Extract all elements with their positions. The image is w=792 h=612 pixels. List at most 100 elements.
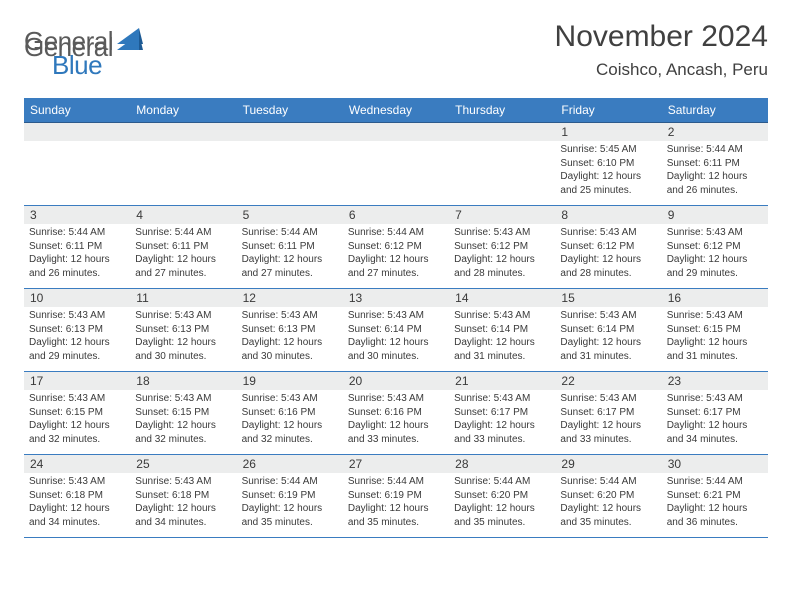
date-number: 29	[555, 455, 661, 473]
day-cell: Sunrise: 5:44 AMSunset: 6:11 PMDaylight:…	[130, 224, 236, 288]
day-cell: Sunrise: 5:44 AMSunset: 6:21 PMDaylight:…	[662, 473, 768, 537]
day-cell	[449, 141, 555, 205]
sunrise-text: Sunrise: 5:44 AM	[667, 143, 763, 157]
day-header-mon: Monday	[130, 98, 236, 122]
date-number: 9	[662, 206, 768, 224]
day-cell: Sunrise: 5:45 AMSunset: 6:10 PMDaylight:…	[555, 141, 661, 205]
logo-triangle-icon	[117, 32, 143, 57]
daylight-text: Daylight: 12 hours and 30 minutes.	[348, 336, 444, 363]
date-number: 13	[343, 289, 449, 307]
day-cell: Sunrise: 5:43 AMSunset: 6:12 PMDaylight:…	[662, 224, 768, 288]
date-number: 12	[237, 289, 343, 307]
sunset-text: Sunset: 6:17 PM	[560, 406, 656, 420]
sunrise-text: Sunrise: 5:43 AM	[454, 226, 550, 240]
sunset-text: Sunset: 6:15 PM	[667, 323, 763, 337]
sunset-text: Sunset: 6:11 PM	[29, 240, 125, 254]
daylight-text: Daylight: 12 hours and 32 minutes.	[29, 419, 125, 446]
date-number: 15	[555, 289, 661, 307]
sunrise-text: Sunrise: 5:43 AM	[135, 475, 231, 489]
sunset-text: Sunset: 6:17 PM	[667, 406, 763, 420]
date-number: 5	[237, 206, 343, 224]
day-header-row: Sunday Monday Tuesday Wednesday Thursday…	[24, 98, 768, 123]
daylight-text: Daylight: 12 hours and 31 minutes.	[667, 336, 763, 363]
sunrise-text: Sunrise: 5:45 AM	[560, 143, 656, 157]
daylight-text: Daylight: 12 hours and 35 minutes.	[242, 502, 338, 529]
day-cell: Sunrise: 5:43 AMSunset: 6:13 PMDaylight:…	[24, 307, 130, 371]
date-number: 30	[662, 455, 768, 473]
location-text: Coishco, Ancash, Peru	[555, 60, 768, 80]
day-cell	[343, 141, 449, 205]
date-number	[343, 123, 449, 141]
daylight-text: Daylight: 12 hours and 31 minutes.	[560, 336, 656, 363]
day-header-fri: Friday	[555, 98, 661, 122]
date-number: 10	[24, 289, 130, 307]
sunrise-text: Sunrise: 5:43 AM	[242, 392, 338, 406]
sunset-text: Sunset: 6:20 PM	[454, 489, 550, 503]
daylight-text: Daylight: 12 hours and 32 minutes.	[135, 419, 231, 446]
day-cell: Sunrise: 5:43 AMSunset: 6:13 PMDaylight:…	[130, 307, 236, 371]
date-number: 14	[449, 289, 555, 307]
date-strip: 3456789	[24, 206, 768, 224]
date-number: 21	[449, 372, 555, 390]
date-number: 19	[237, 372, 343, 390]
calendar-grid: Sunday Monday Tuesday Wednesday Thursday…	[24, 98, 768, 538]
date-number: 16	[662, 289, 768, 307]
sunset-text: Sunset: 6:17 PM	[454, 406, 550, 420]
sunrise-text: Sunrise: 5:43 AM	[348, 392, 444, 406]
day-cell: Sunrise: 5:43 AMSunset: 6:16 PMDaylight:…	[237, 390, 343, 454]
daylight-text: Daylight: 12 hours and 30 minutes.	[135, 336, 231, 363]
sunset-text: Sunset: 6:11 PM	[242, 240, 338, 254]
day-header-thu: Thursday	[449, 98, 555, 122]
sunset-text: Sunset: 6:18 PM	[29, 489, 125, 503]
sunset-text: Sunset: 6:18 PM	[135, 489, 231, 503]
day-cell: Sunrise: 5:43 AMSunset: 6:15 PMDaylight:…	[662, 307, 768, 371]
sunrise-text: Sunrise: 5:43 AM	[560, 226, 656, 240]
date-number: 7	[449, 206, 555, 224]
day-cell: Sunrise: 5:43 AMSunset: 6:17 PMDaylight:…	[555, 390, 661, 454]
daylight-text: Daylight: 12 hours and 27 minutes.	[242, 253, 338, 280]
daylight-text: Daylight: 12 hours and 30 minutes.	[242, 336, 338, 363]
day-cell: Sunrise: 5:43 AMSunset: 6:15 PMDaylight:…	[24, 390, 130, 454]
sunrise-text: Sunrise: 5:43 AM	[667, 392, 763, 406]
day-cell: Sunrise: 5:44 AMSunset: 6:12 PMDaylight:…	[343, 224, 449, 288]
sunset-text: Sunset: 6:10 PM	[560, 157, 656, 171]
sunrise-text: Sunrise: 5:43 AM	[348, 309, 444, 323]
date-number: 17	[24, 372, 130, 390]
week-row: Sunrise: 5:43 AM Sunset: 6:13 PM Daylight:…	[24, 307, 768, 372]
date-number	[24, 123, 130, 141]
day-cell: Sunrise: 5:44 AMSunset: 6:19 PMDaylight:…	[343, 473, 449, 537]
title-block: November 2024 Coishco, Ancash, Peru	[555, 20, 768, 80]
day-header-wed: Wednesday	[343, 98, 449, 122]
sunrise-text: Sunrise: 5:43 AM	[667, 309, 763, 323]
day-cell: Sunrise: 5:43 AMSunset: 6:14 PMDaylight:…	[449, 307, 555, 371]
day-cell: Sunrise: 5:44 AMSunset: 6:11 PMDaylight:…	[237, 224, 343, 288]
sunrise-text: Sunrise: 5:44 AM	[667, 475, 763, 489]
daylight-text: Daylight: 12 hours and 35 minutes.	[348, 502, 444, 529]
date-number: 4	[130, 206, 236, 224]
sunrise-text: Sunrise: 5:43 AM	[135, 392, 231, 406]
sunset-text: Sunset: 6:14 PM	[560, 323, 656, 337]
sunrise-text: Sunrise: 5:43 AM	[135, 309, 231, 323]
daylight-text: Daylight: 12 hours and 29 minutes.	[667, 253, 763, 280]
month-title: November 2024	[555, 20, 768, 54]
sunrise-text: Sunrise: 5:43 AM	[29, 475, 125, 489]
day-cell: Sunrise: 5:43 AMSunset: 6:12 PMDaylight:…	[449, 224, 555, 288]
sunrise-text: Sunrise: 5:44 AM	[560, 475, 656, 489]
logo-text-blue: Blue	[52, 50, 102, 80]
day-cell	[24, 141, 130, 205]
sunset-text: Sunset: 6:12 PM	[348, 240, 444, 254]
sunrise-text: Sunrise: 5:43 AM	[560, 309, 656, 323]
date-number: 22	[555, 372, 661, 390]
day-cell: Sunrise: 5:44 AMSunset: 6:19 PMDaylight:…	[237, 473, 343, 537]
sunset-text: Sunset: 6:11 PM	[135, 240, 231, 254]
day-header-sat: Saturday	[662, 98, 768, 122]
daylight-text: Daylight: 12 hours and 35 minutes.	[560, 502, 656, 529]
sunset-text: Sunset: 6:13 PM	[29, 323, 125, 337]
day-cell: Sunrise: 5:44 AMSunset: 6:20 PMDaylight:…	[555, 473, 661, 537]
date-number: 1	[555, 123, 661, 141]
daylight-text: Daylight: 12 hours and 26 minutes.	[29, 253, 125, 280]
day-cell	[130, 141, 236, 205]
day-cell: Sunrise: 5:43 AMSunset: 6:18 PMDaylight:…	[130, 473, 236, 537]
sunset-text: Sunset: 6:16 PM	[242, 406, 338, 420]
date-number: 28	[449, 455, 555, 473]
